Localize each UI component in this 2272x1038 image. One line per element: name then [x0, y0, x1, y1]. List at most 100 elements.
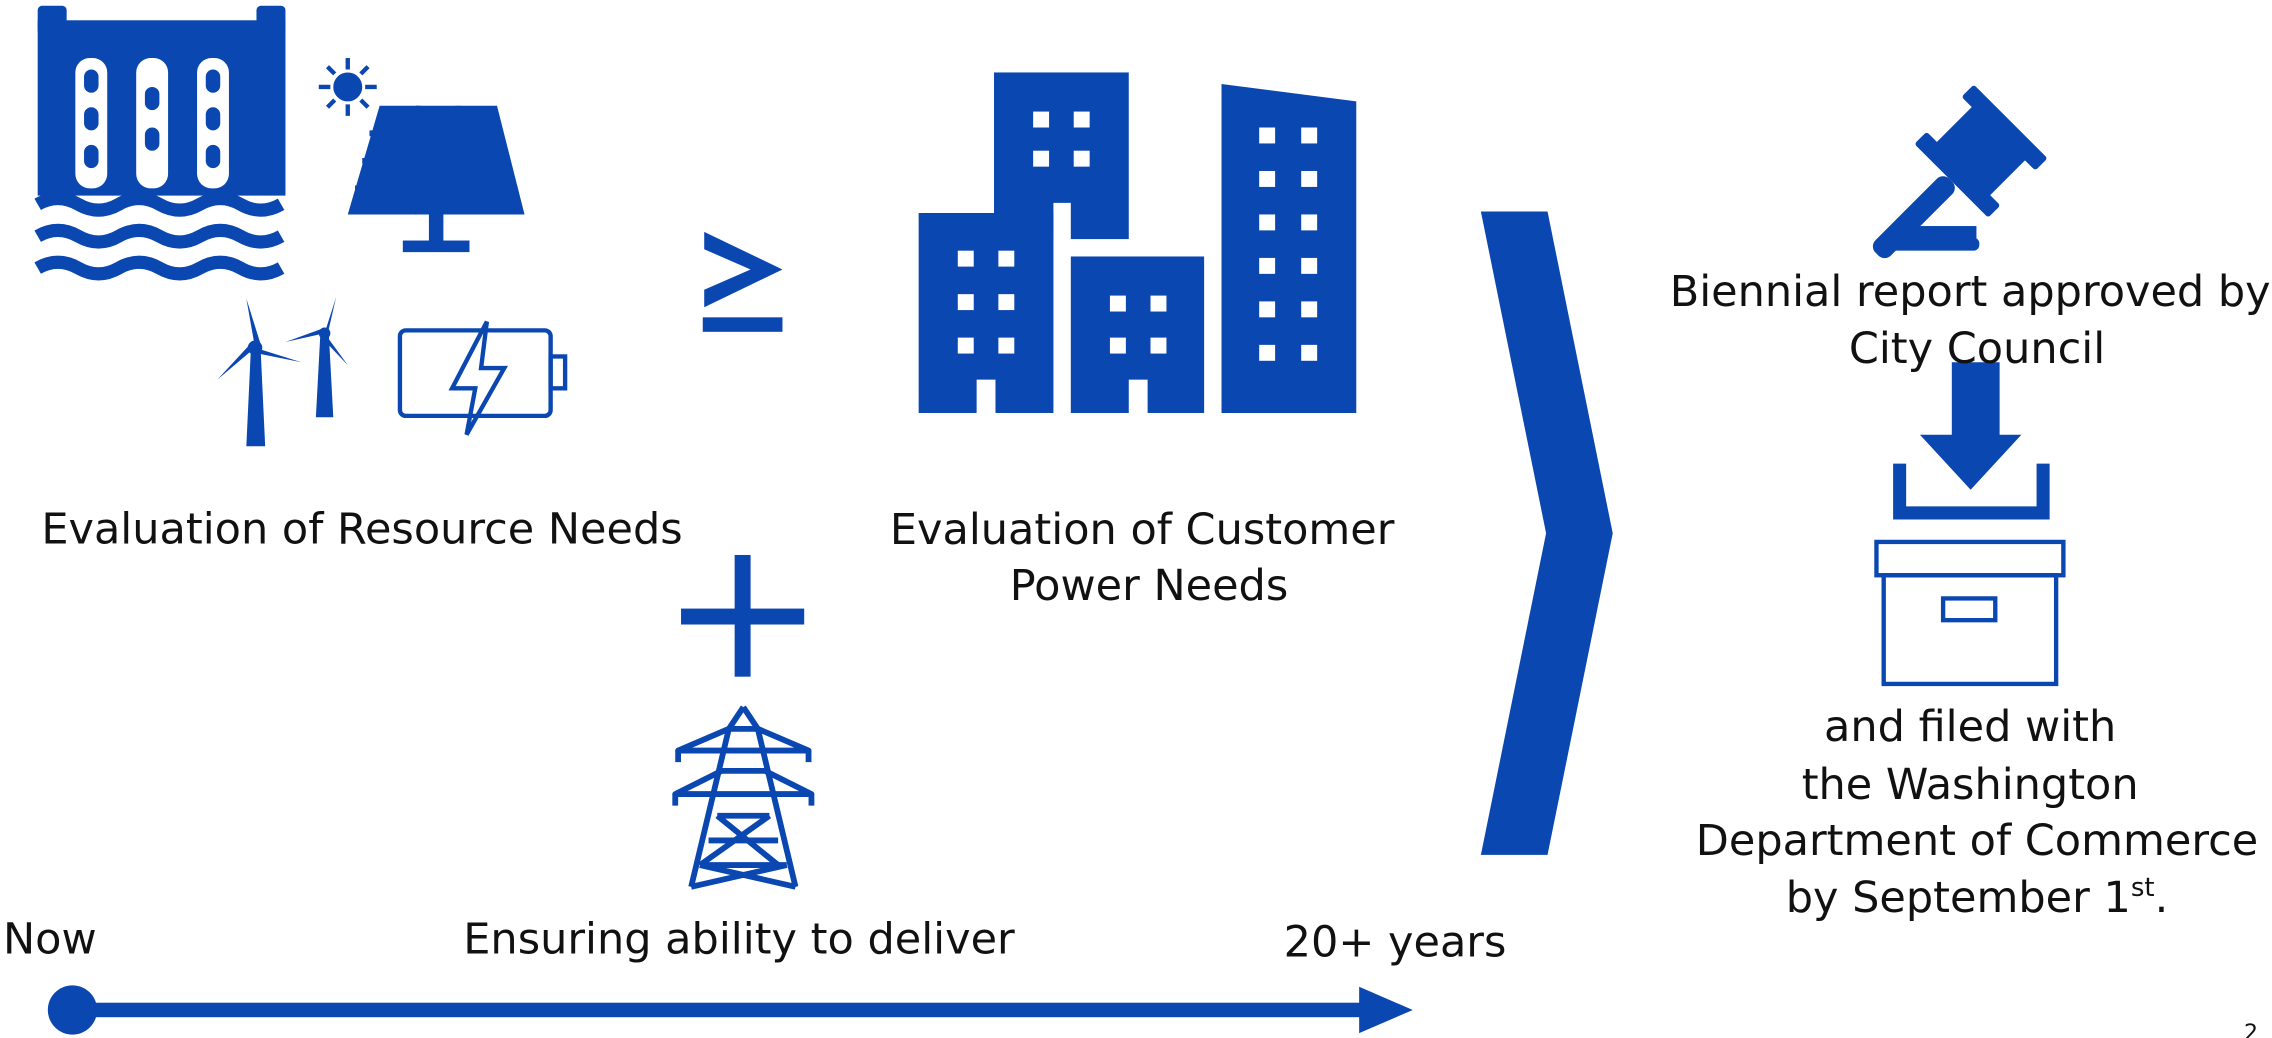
customer-label: Evaluation of Customer Power Needs: [890, 505, 1408, 611]
buildings-icon-part-part: [957, 294, 974, 311]
timeline-start: Now: [3, 915, 97, 965]
dam-icon: [34, 5, 286, 281]
filing-period: .: [2155, 873, 2169, 923]
wind-icon-part: [247, 340, 263, 356]
buildings-icon-part-part: [1259, 344, 1276, 361]
tower-icon-part: [690, 812, 797, 890]
buildings-icon-part-part: [1128, 379, 1148, 415]
solar-icon-part: [355, 105, 518, 215]
tower-icon-part: [672, 750, 815, 806]
wind-icon-part: [318, 327, 331, 340]
dam-icon-part-part: [205, 69, 221, 93]
buildings-icon-part-part: [957, 250, 974, 267]
wind-icon-part: [246, 353, 266, 447]
filing-superscript: st: [2131, 873, 2155, 903]
buildings-icon-part-part: [1150, 295, 1167, 312]
file-arrow-icon-part: [1893, 463, 2050, 520]
filing-line: Department of Commerce: [1696, 816, 2258, 866]
dam-icon-part-part: [84, 107, 99, 131]
greater-equal-sign: [702, 231, 783, 332]
dam-icon-part: [256, 5, 286, 35]
solar-icon-part-part: [355, 105, 518, 215]
buildings-icon-part-part: [1259, 257, 1276, 274]
solar-icon-part: [318, 57, 377, 116]
dam-icon-part: [34, 223, 285, 249]
buildings-icon-part-part: [1301, 127, 1318, 144]
delivery-label: Ensuring ability to deliver: [463, 915, 1015, 965]
dam-icon-part-part: [144, 86, 160, 111]
filing-date: by September 1: [1786, 873, 2131, 923]
dam-icon-part-part: [136, 57, 169, 189]
dam-icon-part-part: [205, 144, 221, 169]
solar-icon-part: [428, 214, 444, 244]
solar-icon-part: [402, 240, 470, 253]
gavel-icon-part-part: [1932, 102, 2030, 200]
filing-line: the Washington: [1802, 760, 2139, 810]
timeline-arrow: [47, 985, 1413, 1035]
plus-sign-part: [681, 608, 805, 625]
filing-label: and filed with the Washington Department…: [1696, 702, 2258, 866]
box-icon-part: [1940, 596, 1998, 623]
buildings-icon-part-part: [1301, 170, 1318, 187]
customer-line: Power Needs: [1010, 561, 1288, 611]
dam-icon-part: [34, 255, 285, 281]
solar-icon-part-part: [318, 57, 377, 116]
buildings-icon-part-part: [1033, 111, 1050, 128]
resource-label: Evaluation of Resource Needs: [41, 505, 682, 555]
dam-icon-part-part: [144, 127, 160, 151]
solar-icon: [318, 57, 525, 253]
filing-line: and filed with: [1824, 702, 2116, 752]
timeline-arrow-part: [1359, 986, 1413, 1034]
buildings-icon-part-part: [998, 294, 1015, 311]
buildings-icon-part-part: [1109, 295, 1126, 312]
buildings-icon-part-part: [976, 379, 996, 415]
gavel-icon-part: [1872, 85, 2047, 259]
battery-icon-part: [448, 320, 508, 436]
dam-icon-part: [37, 5, 67, 35]
buildings-icon-part-part: [1259, 170, 1276, 187]
buildings-icon-part-part: [1301, 301, 1318, 318]
box-icon-part: [1874, 539, 2066, 578]
dam-icon-part-part: [84, 69, 99, 93]
chevron: [1480, 211, 1613, 855]
battery-icon: [397, 320, 568, 436]
box-icon: [1874, 539, 2066, 687]
gavel-icon: [1872, 85, 2047, 259]
customer-line: Evaluation of Customer: [890, 505, 1395, 555]
buildings-icon-part-part: [998, 337, 1015, 354]
wind-icon-part: [315, 336, 334, 418]
box-icon-part: [1881, 573, 2059, 687]
file-arrow-icon-part: [1951, 362, 2000, 438]
buildings-icon-part: [1221, 84, 1357, 413]
buildings-icon-part-part: [1073, 150, 1090, 167]
dam-icon-part: [34, 192, 285, 217]
gavel-icon-part: [1901, 226, 1977, 240]
buildings-icon-part-part: [957, 337, 974, 354]
gavel-icon-part: [1886, 237, 1980, 251]
tower-icon-part: [672, 725, 815, 797]
gavel-icon-part-part: [1962, 85, 2047, 170]
greater-equal-sign-part: [702, 317, 783, 332]
buildings-icon-part: [957, 111, 1318, 415]
file-arrow-icon: [1893, 362, 2050, 520]
file-arrow-icon-part: [1919, 434, 2022, 490]
buildings-icon-part-part: [1033, 150, 1050, 167]
buildings-icon-part-part: [1150, 337, 1167, 354]
timeline-arrow-part: [72, 1002, 1370, 1018]
plus-sign: [681, 554, 805, 677]
approval-line: Biennial report approved by: [1670, 267, 2271, 317]
greater-equal-sign-part: [704, 231, 783, 308]
buildings-icon-part-part: [1073, 111, 1090, 128]
dam-icon-part-part: [205, 107, 221, 131]
buildings-icon-part-part: [1301, 257, 1318, 274]
buildings-icon: [918, 72, 1357, 415]
buildings-icon-part-part: [1259, 127, 1276, 144]
buildings-icon-part-part: [1109, 337, 1126, 354]
tower-icon: [672, 705, 815, 890]
page-number: 2: [2244, 1021, 2258, 1038]
wind-icon-part: [217, 298, 302, 380]
buildings-icon-part-part: [1259, 301, 1276, 318]
gavel-icon-part-part: [1915, 132, 2000, 217]
timeline-arrow-part: [47, 985, 98, 1035]
